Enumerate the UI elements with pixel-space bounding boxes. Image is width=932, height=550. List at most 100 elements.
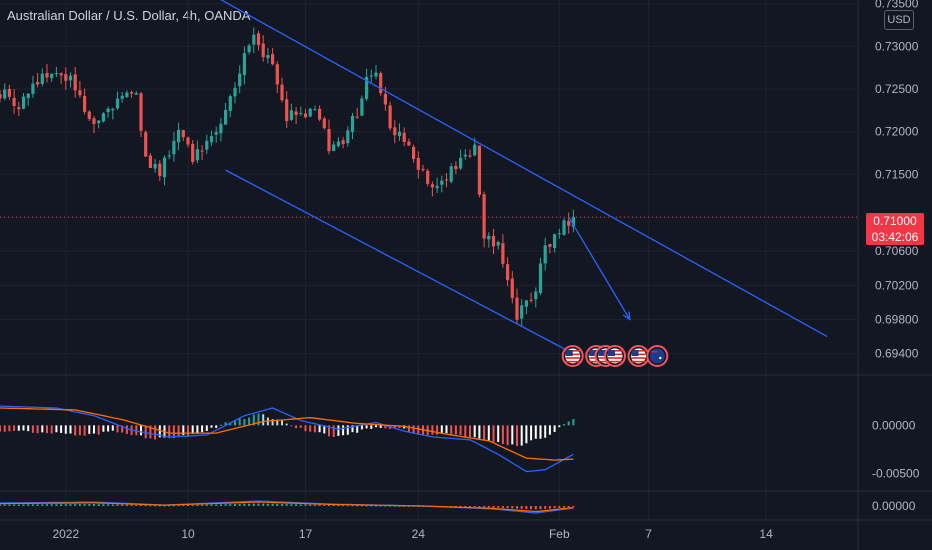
macd-histogram-bar (417, 425, 420, 435)
macd-histogram-bar (351, 425, 354, 433)
candle-body (468, 155, 472, 157)
oscillator-bar (276, 503, 279, 506)
macd-histogram-bar (530, 425, 533, 441)
projection-arrow-line (568, 216, 631, 320)
oscillator-bar (135, 504, 138, 506)
candle-body (45, 72, 49, 78)
candle-body (529, 299, 533, 301)
x-tick-label: Feb (549, 527, 570, 541)
au-flag-icon[interactable] (646, 345, 669, 367)
macd-histogram-bar (563, 424, 565, 426)
y-tick-label: 0.70600 (875, 244, 919, 258)
candle-body (247, 45, 251, 53)
macd-histogram-bar (356, 425, 359, 433)
candle-body (64, 74, 68, 81)
macd-histogram-bar (497, 425, 500, 442)
oscillator-bar (553, 506, 556, 509)
macd-histogram-bar (83, 425, 86, 436)
candlesticks (0, 27, 575, 326)
flag-canton (608, 350, 615, 356)
macd-histogram-bar (506, 425, 509, 446)
candle-body (289, 110, 293, 120)
oscillator-bar (187, 505, 189, 506)
oscillator-bar (224, 504, 227, 506)
oscillator-bar (41, 504, 44, 506)
candle-body (78, 90, 82, 96)
candle-body (144, 132, 148, 157)
candle-body (120, 95, 124, 99)
macd-histogram-bar (177, 425, 180, 438)
macd-histogram-bar (252, 414, 255, 426)
macd-histogram-bar (50, 425, 53, 434)
oscillator-bar (295, 504, 298, 506)
oscillator-bar (572, 506, 575, 507)
oscillator-bar (332, 505, 335, 507)
oscillator-bar (487, 506, 490, 508)
oscillator-bar (74, 504, 77, 506)
macd-histogram-bar (567, 421, 570, 426)
currency-badge[interactable]: USD (884, 10, 914, 30)
y-tick-label: 0.69400 (875, 347, 919, 361)
macd-histogram-bar (22, 425, 25, 431)
macd-histogram-bar (346, 425, 349, 435)
macd-histogram-bar (313, 425, 316, 433)
macd-histogram-bar (407, 425, 410, 432)
candle-body (83, 95, 87, 112)
candle-body (393, 127, 397, 136)
candle-body (388, 105, 392, 129)
oscillator-bar (17, 504, 20, 506)
oscillator-bar (238, 503, 241, 506)
candle-body (200, 150, 204, 152)
macd-histogram-bar (8, 425, 11, 432)
macd-histogram-bar (445, 425, 448, 434)
oscillator-bar (567, 506, 570, 508)
macd-histogram-bar (318, 425, 321, 433)
oscillator-bar (511, 506, 514, 509)
candle-body (162, 157, 167, 178)
macd-histogram-bar (88, 425, 91, 434)
candle-body (219, 123, 223, 134)
candle-body (191, 143, 195, 162)
candle-body (242, 53, 246, 76)
oscillator-bar (323, 504, 326, 506)
macd-histogram-bar (17, 425, 20, 431)
macd-y-tick-label: -0.00500 (872, 467, 920, 481)
candle-body (379, 73, 383, 94)
macd-histogram-bar (431, 425, 434, 435)
candle-body (59, 73, 63, 76)
candle-body (106, 108, 110, 113)
x-tick-label: 2022 (52, 527, 79, 541)
us-flag-icon[interactable] (604, 345, 626, 367)
macd-histogram-bar (365, 425, 368, 429)
candle-body (327, 129, 331, 152)
candle-body (303, 113, 308, 118)
macd-histogram-bar (74, 425, 77, 436)
oscillator-bar (210, 504, 213, 506)
macd-histogram-bar (46, 425, 48, 434)
us-flag-icon[interactable] (561, 345, 584, 367)
macd-histogram-bar (370, 425, 373, 429)
macd-histogram-bar (323, 425, 326, 434)
candle-body (430, 184, 434, 188)
oscillator-bar (544, 506, 547, 509)
macd-histogram-bar (69, 425, 72, 434)
macd-histogram-bar (309, 425, 312, 432)
candle-body (92, 118, 96, 124)
macd-histogram-bar (544, 425, 547, 438)
oscillator-bar (3, 504, 6, 506)
oscillator-bar (158, 505, 161, 507)
oscillator-bar (558, 506, 561, 508)
macd-histogram-bar (3, 425, 6, 432)
candle-body (68, 75, 73, 81)
x-tick-label: 10 (181, 527, 195, 541)
oscillator-bar (130, 504, 133, 506)
oscillator-bar (328, 505, 330, 506)
oscillator-bar (140, 505, 142, 506)
oscillator-bar (389, 505, 392, 507)
macd-histogram-bar (299, 425, 302, 428)
candle-body (346, 130, 350, 144)
us-flag-icon[interactable] (627, 345, 650, 367)
event-markers[interactable] (561, 345, 669, 367)
candle-body (557, 233, 561, 235)
